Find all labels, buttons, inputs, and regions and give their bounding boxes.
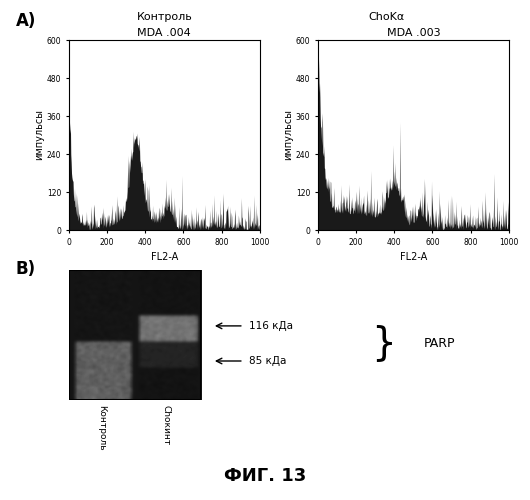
Title: MDA .004: MDA .004 [137, 28, 191, 38]
Text: PARP: PARP [424, 337, 455, 350]
Text: A): A) [16, 12, 36, 30]
Text: Choкинт: Choкинт [161, 405, 170, 445]
Text: ChoKα: ChoKα [369, 12, 405, 22]
Text: B): B) [16, 260, 36, 278]
Text: 85 кДа: 85 кДа [249, 356, 287, 366]
Text: ФИГ. 13: ФИГ. 13 [224, 467, 306, 485]
Text: }: } [371, 324, 396, 362]
X-axis label: FL2-A: FL2-A [151, 252, 178, 262]
Text: 116 кДа: 116 кДа [249, 321, 293, 331]
Y-axis label: импульсы: импульсы [34, 110, 44, 160]
Y-axis label: импульсы: импульсы [283, 110, 293, 160]
Text: Контроль: Контроль [136, 12, 192, 22]
Title: MDA .003: MDA .003 [386, 28, 440, 38]
X-axis label: FL2-A: FL2-A [400, 252, 427, 262]
Text: Контроль: Контроль [98, 405, 107, 450]
